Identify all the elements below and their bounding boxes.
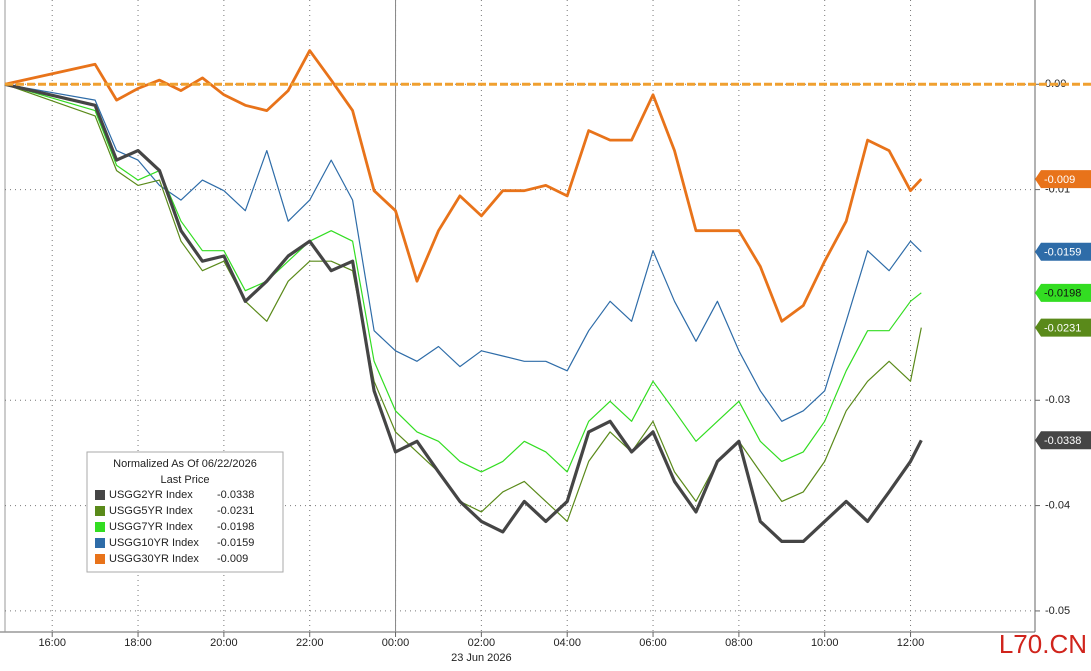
legend-value: -0.0231 [217,505,254,517]
legend-label: USGG7YR Index [109,521,193,533]
legend-value: -0.009 [217,553,248,565]
x-tick-label: 22:00 [296,637,324,649]
legend-swatch [95,554,105,564]
x-tick-label: 06:00 [639,637,667,649]
value-tag [1035,170,1091,189]
x-tick-label: 20:00 [210,637,238,649]
legend-value: -0.0338 [217,489,254,501]
value-tag-label: -0.0231 [1044,322,1081,334]
date-label: 23 Jun 2026 [451,652,512,664]
legend-label: USGG2YR Index [109,489,193,501]
x-tick-label: 12:00 [897,637,925,649]
watermark: L70.CN [999,629,1087,659]
series-line [4,83,922,473]
series-line [4,83,922,522]
series-line [4,83,922,422]
legend-box [86,451,284,573]
legend-label: USGG5YR Index [109,505,193,517]
value-tag-label: -0.0338 [1044,435,1081,447]
value-tag [1035,283,1091,302]
x-tick-label: 16:00 [38,637,66,649]
value-tag-label: -0.0159 [1044,247,1081,259]
legend-swatch [95,490,105,500]
value-tag-label: -0.0198 [1044,288,1081,300]
x-tick-label: 04:00 [553,637,581,649]
y-tick-label: -0.03 [1045,394,1070,406]
value-tag-label: -0.009 [1044,174,1075,186]
legend-value: -0.0159 [217,537,254,549]
x-tick-label: 00:00 [382,637,410,649]
x-tick-label: 02:00 [468,637,496,649]
legend-swatch [95,506,105,516]
series-line [4,49,923,323]
value-tag [1035,318,1091,337]
legend-value: -0.0198 [217,521,254,533]
legend: Normalized As Of 06/22/2026 Last Price USG… [86,451,284,573]
y-tick-label: -0.05 [1045,605,1070,617]
x-tick-label: 10:00 [811,637,839,649]
legend-swatch [95,522,105,532]
legend-title: Normalized As Of 06/22/2026 [113,458,257,470]
value-tag [1035,242,1091,261]
legend-swatch [95,538,105,548]
value-tag [1035,431,1091,450]
legend-subtitle: Last Price [161,474,210,486]
x-tick-label: 18:00 [124,637,152,649]
series-line [4,82,923,543]
legend-label: USGG10YR Index [109,537,199,549]
y-tick-label: -0.04 [1045,500,1070,512]
legend-label: USGG30YR Index [109,553,199,565]
x-tick-label: 08:00 [725,637,753,649]
